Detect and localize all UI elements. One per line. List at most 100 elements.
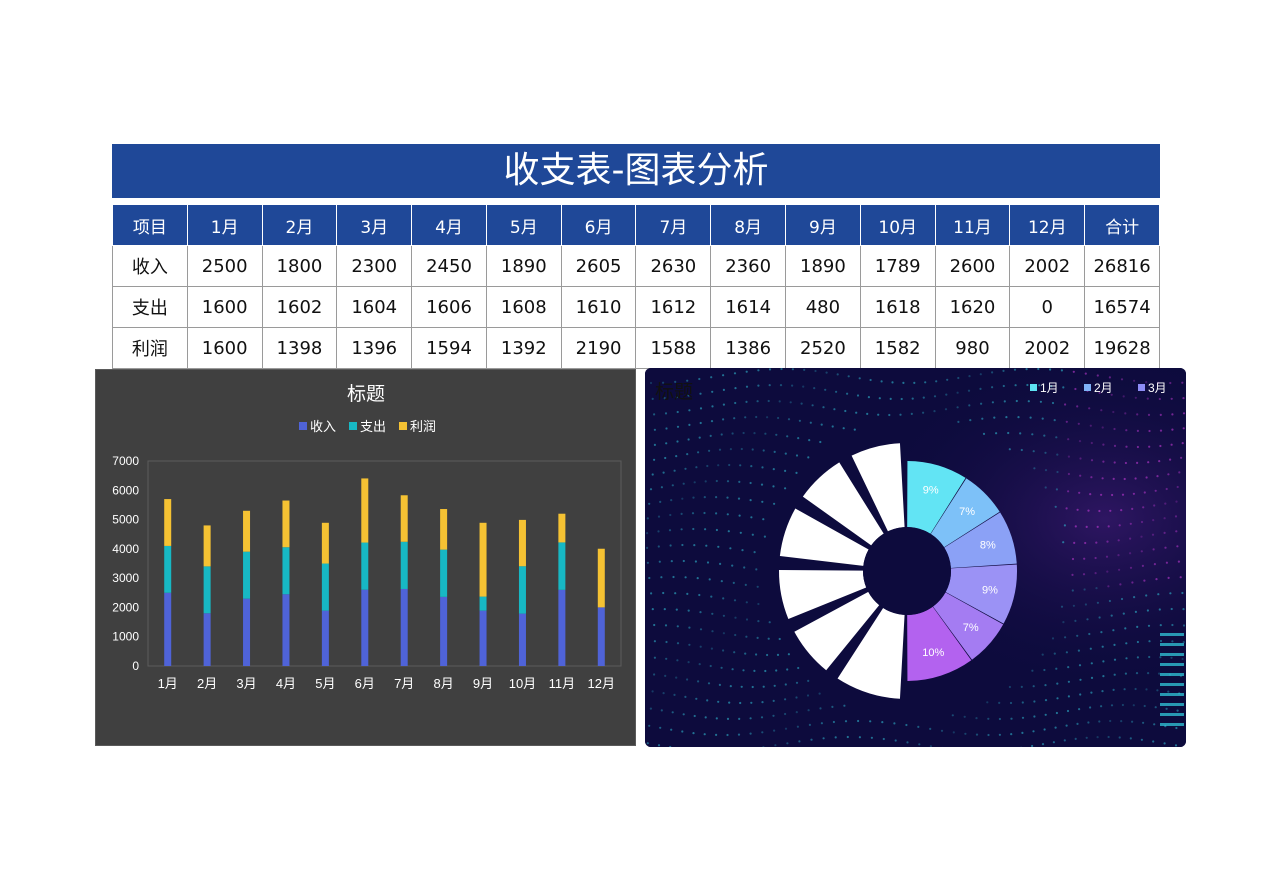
cyan-dash-decoration: [1160, 673, 1184, 676]
bar-segment: [361, 542, 369, 590]
bar-segment: [558, 513, 566, 543]
table-cell: 1600: [186, 286, 263, 328]
cyan-dash-decoration: [1160, 643, 1184, 646]
table-cell: 1606: [411, 286, 487, 328]
table-cell: 1588: [635, 327, 712, 369]
table-cell: 1594: [411, 327, 487, 369]
table-cell: 2500: [186, 245, 263, 287]
y-tick-label: 6000: [112, 483, 139, 497]
chart-title: 标题: [655, 381, 693, 403]
table-cell: 1392: [485, 327, 562, 369]
table-cell: 2600: [934, 245, 1011, 287]
header-cell: 5月: [485, 204, 562, 246]
bar-segment: [164, 592, 172, 666]
bar-segment: [597, 548, 605, 608]
doughnut-hole: [863, 527, 951, 615]
bar-segment: [361, 478, 369, 543]
cyan-dash-decoration: [1160, 703, 1184, 706]
row-total: 19628: [1084, 327, 1160, 369]
x-tick-label: 9月: [473, 676, 493, 691]
table-cell: 980: [934, 327, 1011, 369]
cyan-dash-decoration: [1160, 723, 1184, 726]
legend-swatch: [1084, 384, 1091, 391]
table-cell: 2002: [1009, 245, 1086, 287]
table-cell: 1614: [710, 286, 787, 328]
table-cell: 1582: [859, 327, 936, 369]
y-tick-label: 5000: [112, 513, 139, 527]
bar-segment: [440, 549, 448, 597]
bar-segment: [243, 551, 251, 599]
legend-label: 支出: [360, 419, 386, 434]
table-row: 利润 1600 1398 1396 1594 1392 2190 1588 1386 2520 15…: [112, 327, 1160, 369]
row-label: 利润: [112, 327, 188, 369]
doughnut-slice: [802, 462, 884, 546]
legend-swatch: [1030, 384, 1037, 391]
legend-label: 3月: [1148, 381, 1167, 395]
table-cell: 1398: [261, 327, 338, 369]
legend-swatch: [399, 422, 407, 430]
bar-segment: [479, 522, 487, 597]
doughnut-slice: [837, 607, 905, 699]
header-cell: 项目: [112, 204, 188, 246]
doughnut-slice: [945, 564, 1017, 624]
cyan-dash-decoration: [1160, 683, 1184, 686]
slice-label: 8%: [980, 540, 996, 552]
table-cell: 2002: [1009, 327, 1086, 369]
x-tick-label: 1月: [158, 676, 178, 691]
bar-segment: [518, 613, 526, 666]
bar-segment: [203, 566, 211, 614]
legend-swatch: [1138, 384, 1145, 391]
header-cell: 6月: [560, 204, 637, 246]
table-cell: 2630: [635, 245, 712, 287]
legend-swatch: [349, 422, 357, 430]
x-tick-label: 10月: [509, 676, 536, 691]
doughnut-slice: [930, 478, 1000, 548]
table-row: 收入 2500 1800 2300 2450 1890 2605 2630 2360 1890 17…: [112, 245, 1160, 287]
table-cell: 2360: [710, 245, 787, 287]
y-tick-label: 7000: [112, 454, 139, 468]
legend-label: 1月: [1040, 381, 1059, 395]
header-cell: 合计: [1084, 204, 1160, 246]
table-cell: 1608: [485, 286, 562, 328]
table-cell: 2190: [560, 327, 637, 369]
table-cell: 1396: [336, 327, 413, 369]
plot-area-border: [147, 460, 622, 667]
bar-segment: [440, 596, 448, 666]
x-tick-label: 12月: [588, 676, 615, 691]
row-label: 收入: [112, 245, 188, 287]
row-label: 支出: [112, 286, 188, 328]
bar-segment: [400, 495, 408, 542]
header-cell: 12月: [1009, 204, 1086, 246]
table-cell: 1800: [261, 245, 338, 287]
bar-segment: [164, 499, 172, 546]
x-tick-label: 5月: [315, 676, 335, 691]
bar-segment: [321, 610, 329, 666]
bar-segment: [321, 563, 329, 611]
bar-segment: [558, 542, 566, 590]
x-tick-label: 6月: [355, 676, 375, 691]
doughnut-slice: [779, 508, 869, 566]
table-row: 支出 1600 1602 1604 1606 1608 1610 1612 1614 480 161…: [112, 286, 1160, 328]
header-cell: 11月: [934, 204, 1011, 246]
table-cell: 1890: [785, 245, 861, 287]
bar-segment: [440, 509, 448, 550]
slice-label: 7%: [963, 622, 979, 634]
table-cell: 1789: [859, 245, 936, 287]
y-tick-label: 0: [132, 659, 139, 673]
table-cell: 1600: [186, 327, 263, 369]
table-cell: 1386: [710, 327, 787, 369]
bar-segment: [597, 607, 605, 666]
bar-segment: [282, 547, 290, 595]
header-cell: 8月: [710, 204, 787, 246]
table-header-row: 项目 1月 2月 3月 4月 5月 6月 7月 8月 9月 10月 11月 12月 合计: [112, 204, 1160, 246]
doughnut-chart: 标题 1月 2月 3月 9% 7% 8% 9% 7% 10%: [645, 368, 1186, 747]
table-cell: 2520: [785, 327, 861, 369]
income-expense-table: 项目 1月 2月 3月 4月 5月 6月 7月 8月 9月 10月 11月 12月 合计 收入 2500 18…: [112, 204, 1160, 369]
slice-label: 7%: [959, 506, 975, 518]
cyan-dash-decoration: [1160, 693, 1184, 696]
doughnut-slice: [779, 569, 867, 620]
bar-segment: [558, 589, 566, 666]
y-tick-label: 1000: [112, 630, 139, 644]
bar-segment: [479, 610, 487, 666]
